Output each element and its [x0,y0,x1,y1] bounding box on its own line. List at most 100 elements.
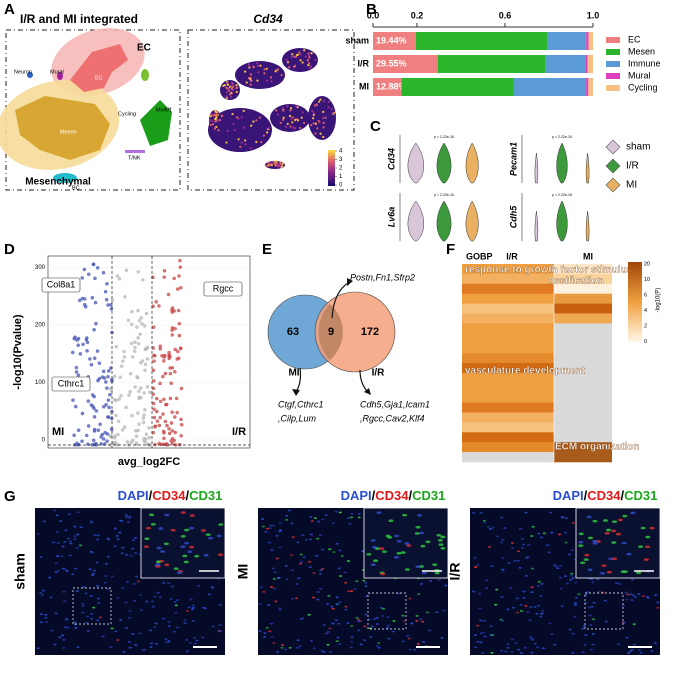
nucleus [325,632,329,635]
volcano-point [114,344,119,349]
nucleus [327,594,331,597]
gene-label: Rgcc [213,283,234,293]
nucleus [289,554,294,556]
feature-dot [244,70,247,73]
feature-dot [275,109,278,112]
nucleus [338,549,342,552]
volcano-point [108,392,112,397]
nucleus [359,643,363,646]
feature-dot [310,123,313,127]
nucleus [338,601,342,604]
nucleus [75,546,79,549]
feature-dot [281,118,285,121]
volcano-point [179,422,184,427]
nucleus [591,643,595,646]
volcano-point [86,399,91,403]
inset-cell [150,523,156,526]
volcano-point [95,349,100,353]
nucleus [343,571,347,574]
feature-dot [327,106,330,109]
nucleus [65,618,69,621]
nucleus [78,544,83,547]
nucleus [574,602,578,605]
panel-title: Cd34 [253,12,283,26]
nucleus [589,648,594,651]
bar-segment [401,78,514,96]
inset-cell [180,534,186,538]
feature-dot [289,109,292,112]
nucleus [349,646,353,649]
inset-cell [612,520,618,523]
nucleus [334,510,338,513]
nucleus [275,534,279,537]
volcano-point [104,380,108,384]
nucleus [621,604,625,607]
heat-cell [554,392,612,403]
nucleus [591,618,596,621]
nucleus [161,617,166,620]
nucleus [479,619,483,622]
volcano-point [179,386,184,391]
feature-dot [255,119,258,122]
nucleus [386,624,390,627]
nucleus [401,614,405,617]
volcano-point [134,434,139,438]
nucleus [295,583,299,585]
heat-cell [554,442,612,453]
term-label: ossification [548,276,604,287]
nucleus [335,603,339,606]
nucleus [258,603,262,606]
nucleus [296,639,300,642]
nucleus [495,588,499,591]
heat-cell [554,412,612,423]
nucleus [656,601,660,604]
nucleus [85,621,89,624]
volcano-point [155,409,159,414]
nucleus [291,597,295,600]
nucleus [381,607,385,610]
volcano-point [162,268,167,273]
nucleus [298,562,303,565]
nucleus [309,515,313,518]
nucleus [377,646,381,649]
volcano-point [133,345,137,350]
nucleus [285,518,289,521]
nucleus [61,567,66,570]
nucleus [95,584,100,587]
nucleus [76,511,80,514]
feature-dot [281,107,284,110]
nucleus [533,642,537,645]
volcano-point [179,434,183,438]
feature-dot [319,98,322,101]
nucleus [564,517,569,520]
nucleus [340,555,344,557]
nucleus [271,567,276,570]
feature-dot [312,122,315,125]
nucleus [473,556,477,559]
nucleus [128,646,132,649]
nucleus [158,596,163,599]
volcano-point [151,392,155,396]
feature-dot [301,111,304,114]
nucleus [375,616,379,619]
nucleus [169,598,173,600]
feature-dot [286,122,289,126]
feature-dot [274,70,277,73]
inset-cell [379,547,385,550]
heat-cell [554,402,612,413]
nucleus [154,622,158,625]
volcano-point [93,276,97,281]
venn-count: 172 [361,326,379,338]
volcano-point [109,303,113,307]
volcano-point [169,381,173,385]
heat-cell [462,303,554,314]
colorbar-tick-label: 0 [339,183,343,189]
nucleus [126,521,131,524]
feature-dot [308,66,312,69]
stain-name: CD34 [587,488,621,503]
volcano-point [129,322,134,327]
feature-dot [277,67,280,70]
nucleus [90,617,94,620]
volcano-point [141,420,146,425]
nucleus [641,595,645,598]
